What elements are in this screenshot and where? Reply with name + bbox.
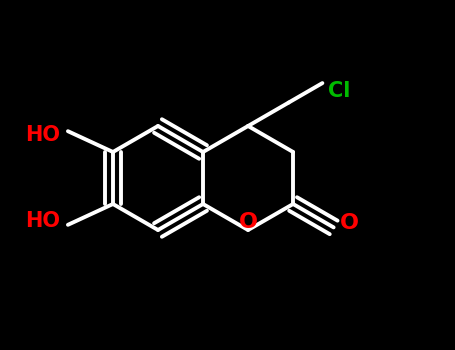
- Text: Cl: Cl: [329, 81, 351, 101]
- Text: HO: HO: [25, 211, 60, 231]
- Text: HO: HO: [25, 125, 60, 145]
- Text: O: O: [340, 214, 359, 233]
- Text: O: O: [238, 212, 258, 232]
